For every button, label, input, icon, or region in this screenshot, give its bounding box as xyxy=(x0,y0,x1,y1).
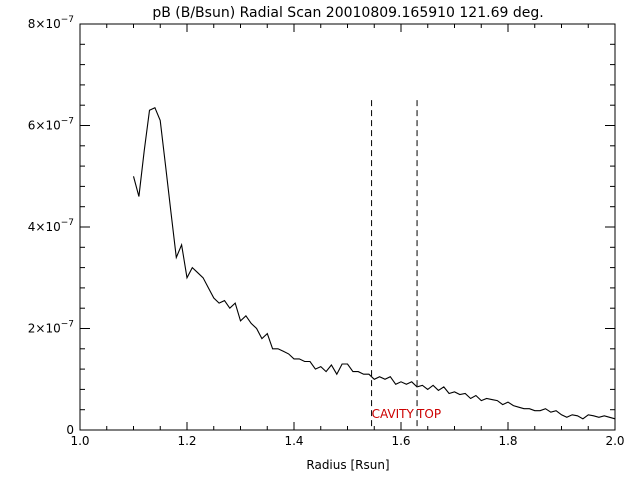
y-tick-label-exponent: −7 xyxy=(61,320,74,330)
y-tick-label: 6×10−7 xyxy=(28,117,74,133)
y-tick-label-base: 0 xyxy=(66,423,74,437)
y-tick-label: 4×10−7 xyxy=(28,218,74,234)
y-tick-label-base: 2×10 xyxy=(28,322,61,336)
marker-group: CAVITY TOP xyxy=(371,100,441,430)
marker-label: TOP xyxy=(416,407,441,421)
y-tick-label: 0 xyxy=(66,423,74,437)
x-axis-label: Radius [Rsun] xyxy=(306,458,389,472)
y-tick-label: 8×10−7 xyxy=(28,15,74,31)
chart-title: pB (B/Bsun) Radial Scan 20010809.165910 … xyxy=(152,5,543,21)
plot-frame xyxy=(79,23,616,431)
x-tick-label: 1.8 xyxy=(498,434,517,448)
x-tick-label: 2.0 xyxy=(605,434,624,448)
y-tick-label: 2×10−7 xyxy=(28,320,74,336)
y-tick-label-exponent: −7 xyxy=(61,15,74,25)
y-axis: 02×10−74×10−76×10−78×10−7 xyxy=(28,15,615,437)
x-tick-label: 1.0 xyxy=(70,434,89,448)
y-tick-label-exponent: −7 xyxy=(61,117,74,127)
x-axis: 1.0 1.2 1.4 1.6 1.8 2.0 xyxy=(70,24,625,448)
y-tick-label-base: 8×10 xyxy=(28,17,61,31)
x-tick-label: 1.6 xyxy=(391,434,410,448)
y-tick-label-exponent: −7 xyxy=(61,218,74,228)
x-tick-label: 1.4 xyxy=(284,434,303,448)
series-line xyxy=(132,106,616,420)
series-group xyxy=(132,106,616,420)
y-tick-label-base: 4×10 xyxy=(28,220,61,234)
marker-label: CAVITY xyxy=(372,407,415,421)
x-tick-label: 1.2 xyxy=(177,434,196,448)
y-tick-label-base: 6×10 xyxy=(28,119,61,133)
